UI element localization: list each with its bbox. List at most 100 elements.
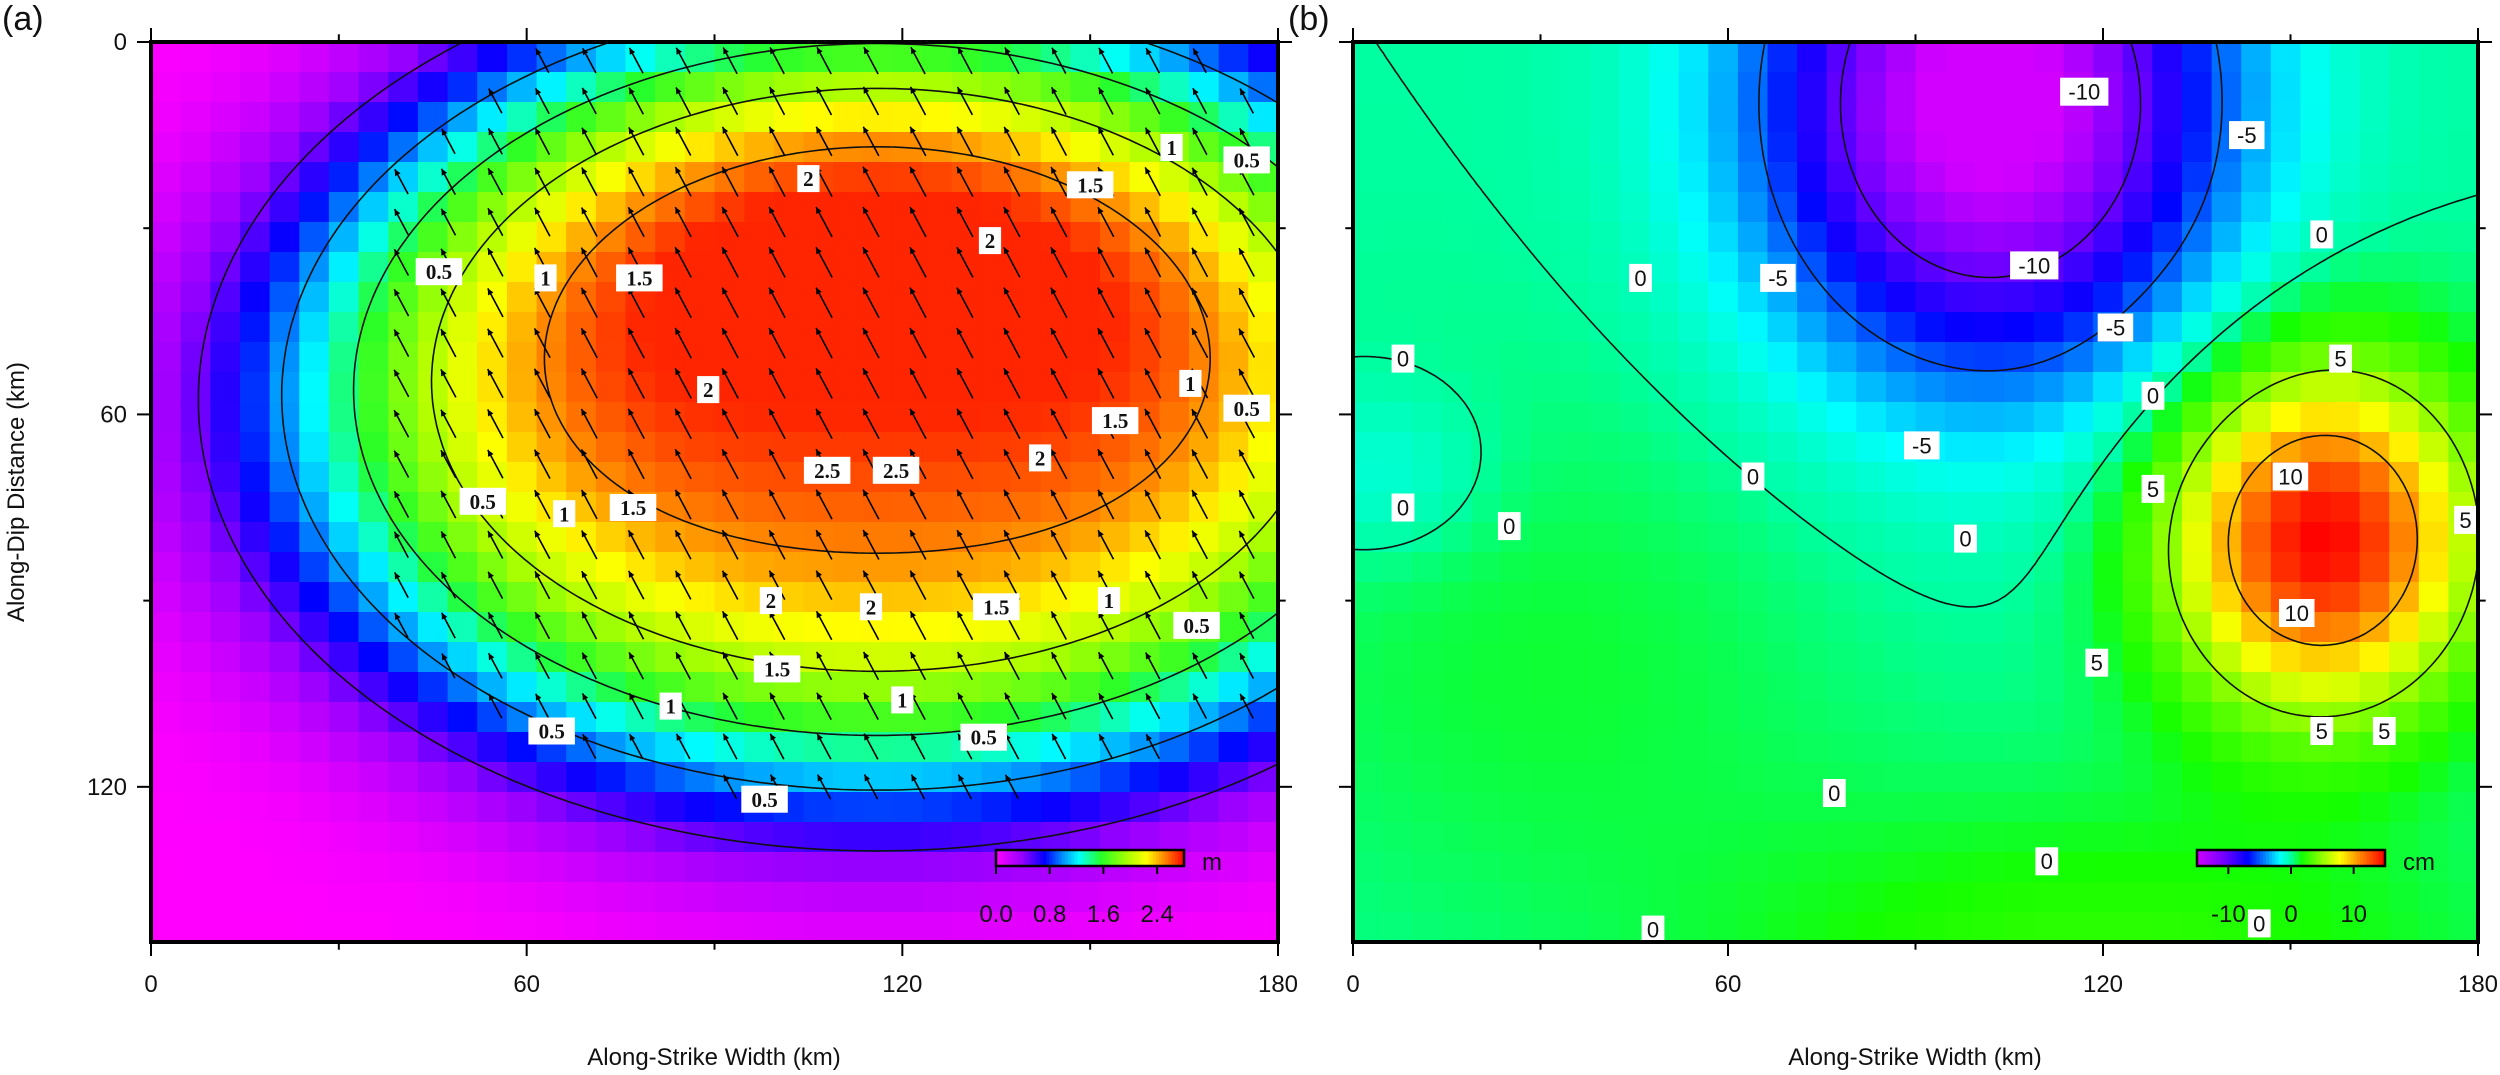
heatmap-cell [2300,402,2331,433]
heatmap-cell [1589,282,1621,313]
heatmap-cell [1560,822,1591,853]
heatmap-cell [2330,702,2361,733]
colorbar-segment [1080,850,1085,866]
heatmap-cell [1040,792,1072,823]
heatmap-cell [595,42,627,73]
heatmap-cell [2063,852,2094,883]
heatmap-cell [536,612,568,643]
heatmap-cell [1560,852,1591,883]
heatmap-cell [2330,42,2361,73]
heatmap-cell [1501,372,1532,403]
heatmap-cell [417,582,449,613]
heatmap-cell [1737,312,1769,343]
heatmap-cell [240,162,271,193]
heatmap-cell [1011,912,1042,942]
heatmap-cell [1619,702,1650,733]
heatmap-cell [1501,252,1532,283]
heatmap-cell [1708,612,1739,643]
rake-arrow [957,692,973,720]
heatmap-cell [210,432,241,463]
heatmap-cell [1040,732,1072,763]
contour-label: 5 [2085,648,2109,677]
colorbar-segment [2247,850,2251,866]
heatmap-cell [210,822,241,853]
heatmap-cell [1129,72,1161,103]
rake-arrow [393,208,410,236]
heatmap-cell [1248,822,1278,853]
heatmap-cell [1737,822,1769,853]
heatmap-cell [2418,192,2450,223]
x-tick-label: 60 [1715,971,1742,998]
heatmap-cell [892,822,923,853]
heatmap-cell [1767,582,1798,613]
contour-label-box [2454,505,2477,534]
rake-arrow [909,166,927,197]
contour-label-box [753,655,801,683]
heatmap-cell [299,552,330,583]
heatmap-cell [1767,852,1798,883]
heatmap-cell [328,732,360,763]
heatmap-cell [1189,762,1220,793]
heatmap-cell [506,642,538,673]
colorbar-tick-label: 0.0 [979,901,1012,928]
heatmap-cell [981,912,1012,942]
heatmap-cell [625,582,656,613]
heatmap-cell [1530,522,1561,553]
heatmap-cell [803,132,834,163]
heatmap-cell [1189,522,1220,553]
heatmap-cell [1856,72,1887,103]
heatmap-cell [240,642,271,673]
heatmap-cell [536,822,568,853]
heatmap-cell [151,672,182,703]
colorbar-segment [2334,850,2339,866]
heatmap-cell [1560,132,1591,163]
heatmap-cell [922,372,953,403]
heatmap-cell [1767,702,1798,733]
heatmap-cell [2389,72,2420,103]
heatmap-cell [2033,762,2065,793]
heatmap-cell [1560,582,1591,613]
heatmap-cell [1011,822,1042,853]
heatmap-cell [1678,702,1710,733]
heatmap-cell [1945,552,1976,583]
heatmap-cell [1441,552,1473,583]
heatmap-cell [1501,402,1532,433]
heatmap-cell [2448,42,2478,73]
rake-arrow [627,408,645,439]
heatmap-cell [269,732,301,763]
heatmap-cell [2270,312,2302,343]
heatmap-cell [358,462,390,493]
contour-label: -5 [2097,313,2134,342]
heatmap-cell [1471,312,1502,343]
heatmap-cell [1218,42,1250,73]
heatmap-cell [714,282,745,313]
heatmap-cell [862,72,894,103]
heatmap-cell [1353,372,1384,403]
rake-arrow [1191,489,1209,520]
heatmap-cell [862,912,894,942]
heatmap-cell [447,402,479,433]
heatmap-cell [1218,222,1250,253]
heatmap-cell [1248,282,1278,313]
heatmap-cell [1159,342,1190,373]
heatmap-cell [951,432,983,463]
rake-arrow [1144,611,1161,640]
rake-arrow [956,651,974,681]
rake-arrow [1003,166,1021,197]
heatmap-cell [684,462,716,493]
rake-arrow [1144,408,1162,439]
contour-label-box [1741,462,1765,491]
heatmap-cell [2093,462,2124,493]
heatmap-cell [180,312,212,343]
heatmap-cell [1915,462,1946,493]
heatmap-cell [328,912,360,942]
heatmap-cell [1218,522,1250,553]
heatmap-cell [536,372,568,403]
heatmap-cell [240,882,271,913]
heatmap-cell [1441,462,1473,493]
heatmap-cell [1915,672,1946,703]
rake-arrow [440,571,457,599]
heatmap-cell [1797,132,1828,163]
rake-arrow [862,408,880,440]
displacement-heatmap [1353,42,2478,942]
